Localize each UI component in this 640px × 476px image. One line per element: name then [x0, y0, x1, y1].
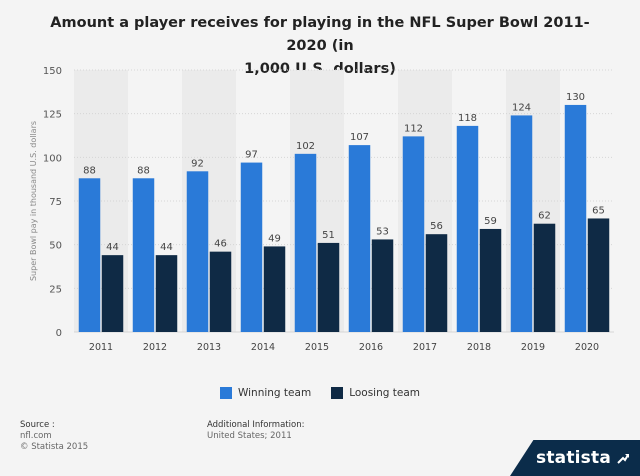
data-label-losing: 46: [214, 239, 227, 250]
statista-logo[interactable]: statista: [510, 440, 640, 476]
legend-item-winning[interactable]: Winning team: [219, 387, 312, 399]
bar-losing: [371, 239, 394, 332]
source-link[interactable]: nfl.com: [20, 431, 52, 441]
bar-losing: [101, 255, 124, 332]
additional-info-label: Additional Information:: [207, 420, 305, 430]
bar-losing: [533, 223, 556, 332]
x-tick-label: 2015: [305, 342, 329, 353]
bar-losing: [317, 242, 340, 332]
y-tick-label: 50: [49, 241, 62, 252]
legend-item-losing[interactable]: Loosing team: [331, 387, 420, 399]
bar-winning: [186, 171, 209, 332]
bar-winning: [132, 178, 155, 332]
data-label-losing: 44: [106, 242, 119, 253]
copyright-text: © Statista 2015: [20, 442, 89, 452]
y-tick-label: 25: [49, 284, 62, 295]
y-tick-label: 150: [43, 66, 62, 77]
chart-legend: Winning team Loosing team: [0, 387, 640, 399]
data-label-winning: 88: [83, 165, 96, 176]
data-label-winning: 112: [404, 123, 423, 134]
brand-name: statista: [536, 448, 611, 468]
y-axis-label: Super Bowl pay in thousand U.S. dollars: [29, 121, 38, 281]
x-tick-label: 2016: [359, 342, 383, 353]
data-label-winning: 97: [245, 150, 258, 161]
bar-losing: [209, 251, 232, 332]
data-label-losing: 56: [430, 221, 443, 232]
source-label: Source :: [20, 420, 55, 430]
data-label-winning: 107: [350, 132, 369, 143]
bar-winning: [348, 145, 371, 332]
data-label-winning: 88: [137, 165, 150, 176]
bar-winning: [294, 153, 317, 332]
data-label-winning: 124: [512, 102, 531, 113]
x-tick-label: 2012: [143, 342, 167, 353]
statista-logo-icon: [617, 454, 629, 464]
data-label-losing: 53: [376, 226, 389, 237]
additional-info-block: Additional Information: United States; 2…: [207, 420, 304, 442]
data-label-losing: 65: [592, 205, 605, 216]
bar-winning: [456, 125, 479, 332]
data-label-losing: 49: [268, 233, 281, 244]
bar-losing: [587, 218, 610, 332]
x-tick-label: 2013: [197, 342, 221, 353]
data-label-losing: 62: [538, 211, 551, 222]
data-label-winning: 118: [458, 113, 477, 124]
legend-swatch-losing: [331, 387, 344, 399]
bar-winning: [78, 178, 101, 332]
data-label-losing: 44: [160, 242, 173, 253]
bar-winning: [402, 136, 425, 332]
data-label-winning: 102: [296, 141, 315, 152]
data-label-winning: 130: [566, 92, 585, 103]
bar-losing: [263, 246, 286, 332]
y-tick-label: 125: [43, 110, 62, 121]
bar-losing: [425, 234, 448, 332]
data-label-losing: 51: [322, 230, 335, 241]
source-block: Source : nfl.com © Statista 2015: [20, 420, 88, 453]
chart-title-line-1: Amount a player receives for playing in …: [50, 15, 590, 54]
legend-label-winning: Winning team: [237, 387, 312, 399]
additional-info-text: United States; 2011: [207, 431, 292, 441]
data-label-winning: 92: [191, 158, 204, 169]
x-tick-label: 2019: [521, 342, 545, 353]
chart-title-line-2: 1,000 U.S. dollars): [244, 61, 396, 77]
bar-winning: [564, 104, 587, 332]
chart-title: Amount a player receives for playing in …: [40, 12, 600, 81]
x-tick-label: 2020: [575, 342, 599, 353]
x-tick-label: 2014: [251, 342, 275, 353]
legend-label-losing: Loosing team: [349, 387, 420, 399]
y-tick-label: 0: [56, 328, 62, 339]
legend-swatch-winning: [219, 387, 232, 399]
y-tick-label: 100: [43, 153, 62, 164]
x-tick-label: 2017: [413, 342, 437, 353]
bar-winning: [240, 162, 263, 332]
bar-winning: [510, 115, 533, 332]
data-label-losing: 59: [484, 216, 497, 227]
x-tick-label: 2011: [89, 342, 113, 353]
y-tick-label: 75: [49, 197, 62, 208]
bar-losing: [155, 255, 178, 332]
x-tick-label: 2018: [467, 342, 491, 353]
bar-losing: [479, 228, 502, 332]
